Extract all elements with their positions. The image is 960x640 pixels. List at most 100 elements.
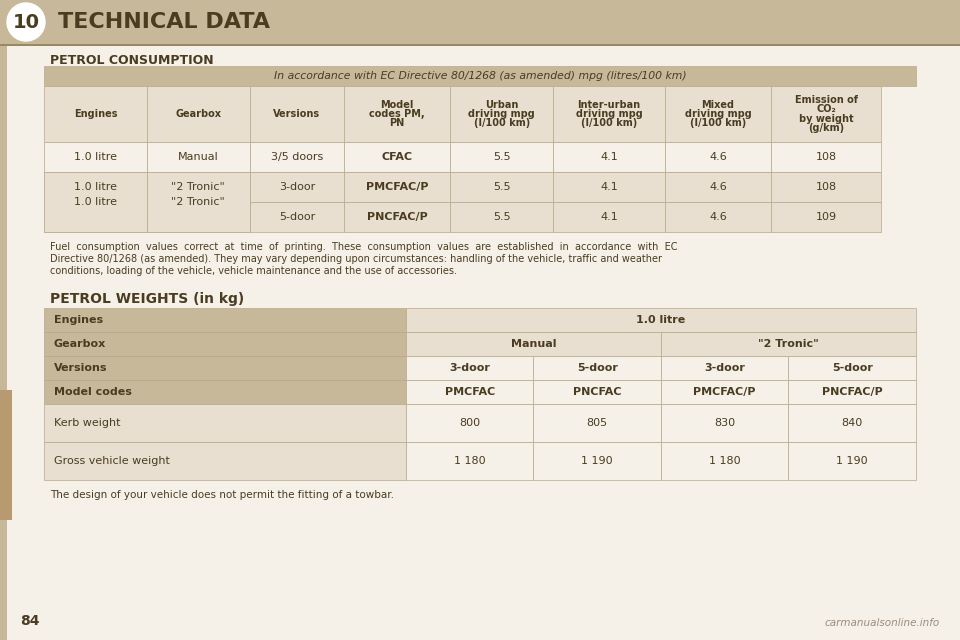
Text: (l/100 km): (l/100 km) bbox=[581, 118, 637, 129]
Text: Kerb weight: Kerb weight bbox=[54, 418, 121, 428]
Text: 108: 108 bbox=[816, 182, 837, 192]
Text: Versions: Versions bbox=[54, 363, 108, 373]
Bar bbox=[344, 202, 450, 232]
Text: 5-door: 5-door bbox=[577, 363, 617, 373]
Text: PMCFAC/P: PMCFAC/P bbox=[693, 387, 756, 397]
Bar bbox=[406, 404, 534, 442]
Text: 5.5: 5.5 bbox=[493, 152, 511, 162]
Bar bbox=[147, 86, 250, 142]
Text: "2 Tronic": "2 Tronic" bbox=[172, 197, 226, 207]
Bar bbox=[534, 380, 660, 404]
Bar bbox=[44, 442, 406, 480]
Bar bbox=[250, 86, 344, 142]
Text: 4.6: 4.6 bbox=[709, 182, 727, 192]
Text: Inter-urban: Inter-urban bbox=[578, 99, 640, 109]
Bar bbox=[406, 332, 660, 356]
Bar bbox=[406, 308, 916, 332]
Text: 4.1: 4.1 bbox=[600, 152, 618, 162]
Bar bbox=[44, 172, 147, 202]
Bar bbox=[553, 86, 665, 142]
Bar bbox=[771, 86, 881, 142]
Text: Fuel  consumption  values  correct  at  time  of  printing.  These  consumption : Fuel consumption values correct at time … bbox=[50, 242, 678, 252]
Text: Manual: Manual bbox=[511, 339, 556, 349]
Text: 1.0 litre: 1.0 litre bbox=[74, 182, 117, 192]
Text: PNCFAC: PNCFAC bbox=[573, 387, 621, 397]
Bar bbox=[147, 142, 250, 172]
Text: 1 190: 1 190 bbox=[582, 456, 613, 466]
Text: 10: 10 bbox=[12, 13, 39, 31]
Text: 5-door: 5-door bbox=[831, 363, 873, 373]
Text: PNCFAC/P: PNCFAC/P bbox=[822, 387, 882, 397]
Bar bbox=[250, 142, 344, 172]
Text: 3-door: 3-door bbox=[278, 182, 315, 192]
Bar bbox=[788, 380, 916, 404]
Text: 5.5: 5.5 bbox=[493, 182, 511, 192]
Bar bbox=[250, 202, 344, 232]
Bar bbox=[44, 66, 916, 86]
Bar bbox=[553, 142, 665, 172]
Bar bbox=[771, 202, 881, 232]
Text: 1.0 litre: 1.0 litre bbox=[636, 315, 685, 325]
Bar bbox=[553, 202, 665, 232]
Text: 4.6: 4.6 bbox=[709, 212, 727, 222]
Bar bbox=[44, 404, 406, 442]
Bar bbox=[771, 142, 881, 172]
Text: Emission of: Emission of bbox=[795, 95, 857, 105]
Bar bbox=[788, 356, 916, 380]
Text: 830: 830 bbox=[714, 418, 735, 428]
Bar bbox=[450, 142, 553, 172]
Text: Model: Model bbox=[380, 99, 414, 109]
Text: 4.1: 4.1 bbox=[600, 212, 618, 222]
Bar bbox=[44, 380, 406, 404]
Text: (l/100 km): (l/100 km) bbox=[473, 118, 530, 129]
Bar bbox=[788, 442, 916, 480]
Text: driving mpg: driving mpg bbox=[684, 109, 752, 119]
Bar bbox=[147, 172, 250, 202]
Text: 840: 840 bbox=[842, 418, 863, 428]
Bar bbox=[660, 404, 788, 442]
Bar bbox=[788, 404, 916, 442]
Text: 800: 800 bbox=[459, 418, 480, 428]
Bar bbox=[147, 172, 250, 232]
Bar bbox=[344, 142, 450, 172]
Text: 5-door: 5-door bbox=[278, 212, 315, 222]
Bar bbox=[44, 308, 406, 332]
Text: 84: 84 bbox=[20, 614, 39, 628]
Text: In accordance with EC Directive 80/1268 (as amended) mpg (litres/100 km): In accordance with EC Directive 80/1268 … bbox=[274, 71, 686, 81]
Text: 1.0 litre: 1.0 litre bbox=[74, 197, 117, 207]
Bar bbox=[0, 45, 7, 640]
Text: carmanualsonline.info: carmanualsonline.info bbox=[825, 618, 940, 628]
Text: Gearbox: Gearbox bbox=[54, 339, 107, 349]
Bar bbox=[406, 356, 534, 380]
Text: 109: 109 bbox=[816, 212, 837, 222]
Text: 1 190: 1 190 bbox=[836, 456, 868, 466]
Text: Mixed: Mixed bbox=[702, 99, 734, 109]
Bar bbox=[0, 390, 12, 520]
Text: Urban: Urban bbox=[485, 99, 518, 109]
Bar bbox=[0, 44, 960, 46]
Text: PNCFAC/P: PNCFAC/P bbox=[367, 212, 427, 222]
Bar bbox=[553, 172, 665, 202]
Circle shape bbox=[7, 3, 45, 41]
Text: 1 180: 1 180 bbox=[454, 456, 486, 466]
Bar bbox=[44, 86, 147, 142]
Text: driving mpg: driving mpg bbox=[468, 109, 535, 119]
Bar bbox=[406, 442, 534, 480]
Text: 3-door: 3-door bbox=[705, 363, 745, 373]
Bar bbox=[44, 172, 147, 232]
Text: TECHNICAL DATA: TECHNICAL DATA bbox=[58, 12, 270, 32]
Bar bbox=[534, 404, 660, 442]
Bar bbox=[665, 202, 771, 232]
Text: The design of your vehicle does not permit the fitting of a towbar.: The design of your vehicle does not perm… bbox=[50, 490, 394, 500]
Text: "2 Tronic": "2 Tronic" bbox=[172, 182, 226, 192]
Text: 4.1: 4.1 bbox=[600, 182, 618, 192]
Text: Directive 80/1268 (as amended). They may vary depending upon circumstances: hand: Directive 80/1268 (as amended). They may… bbox=[50, 254, 662, 264]
Bar bbox=[344, 172, 450, 202]
Text: 1 180: 1 180 bbox=[708, 456, 740, 466]
Text: "2 Tronic": "2 Tronic" bbox=[758, 339, 819, 349]
Text: 1.0 litre: 1.0 litre bbox=[74, 152, 117, 162]
Text: 3/5 doors: 3/5 doors bbox=[271, 152, 323, 162]
Bar bbox=[44, 142, 147, 172]
Bar bbox=[660, 332, 916, 356]
Bar bbox=[450, 172, 553, 202]
